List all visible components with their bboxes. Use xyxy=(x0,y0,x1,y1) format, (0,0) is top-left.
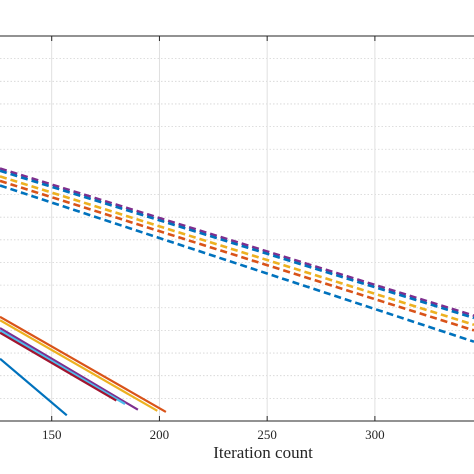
x-tick-label: 200 xyxy=(150,427,170,442)
dashed-series-line xyxy=(0,175,474,327)
solid-series-line xyxy=(0,315,167,413)
dashed-series-line xyxy=(0,169,474,320)
dashed-series-line xyxy=(0,184,474,343)
solid-series-line xyxy=(0,319,158,412)
x-axis-label: Iteration count xyxy=(213,443,313,462)
tick-layer: 150 200 250 300 xyxy=(42,36,385,442)
solid-series-line xyxy=(0,357,68,417)
plot-background xyxy=(0,36,474,421)
series-layer xyxy=(0,167,474,417)
solid-series-line xyxy=(0,331,117,402)
solid-series-line xyxy=(0,329,126,405)
dashed-series-line xyxy=(0,179,474,332)
x-tick-label: 150 xyxy=(42,427,62,442)
grid-layer xyxy=(0,36,474,421)
x-tick-label: 300 xyxy=(365,427,385,442)
x-tick-label: 250 xyxy=(257,427,277,442)
dashed-series-line xyxy=(0,167,474,317)
solid-series-line xyxy=(0,327,139,411)
